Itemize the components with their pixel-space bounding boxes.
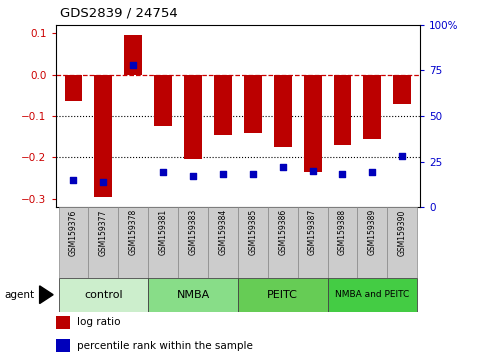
Text: NMBA: NMBA (176, 290, 210, 300)
Text: GSM159388: GSM159388 (338, 209, 347, 255)
Bar (327, 278, 417, 312)
Polygon shape (40, 286, 53, 304)
Point (369, 170, 376, 175)
Point (219, 171, 227, 177)
Bar (387, 207, 417, 278)
Text: PEITC: PEITC (267, 290, 298, 300)
Point (129, 62, 137, 68)
Text: GSM159389: GSM159389 (368, 209, 377, 256)
Bar (65, 74, 83, 102)
Text: control: control (84, 290, 123, 300)
Point (339, 171, 346, 177)
Text: GSM159376: GSM159376 (69, 209, 78, 256)
Text: agent: agent (5, 290, 35, 300)
Point (159, 170, 167, 175)
Bar (334, 74, 352, 145)
Point (70, 177, 77, 183)
Bar (148, 207, 178, 278)
Bar (58, 278, 148, 312)
Point (189, 173, 197, 179)
Point (309, 168, 316, 173)
Point (249, 171, 256, 177)
Point (398, 153, 406, 159)
Bar (274, 74, 292, 147)
Bar (238, 278, 327, 312)
Bar (357, 207, 387, 278)
Point (99, 179, 107, 184)
Text: NMBA and PEITC: NMBA and PEITC (335, 290, 410, 299)
Bar (56, 316, 70, 329)
Bar (208, 207, 238, 278)
Bar (118, 207, 148, 278)
Bar (94, 74, 113, 197)
Text: GSM159381: GSM159381 (158, 209, 168, 255)
Text: GSM159386: GSM159386 (278, 209, 287, 256)
Text: percentile rank within the sample: percentile rank within the sample (77, 341, 253, 350)
Text: GSM159390: GSM159390 (398, 209, 407, 256)
Text: log ratio: log ratio (77, 317, 121, 327)
Point (279, 164, 286, 170)
Bar (238, 207, 268, 278)
Bar (214, 74, 232, 135)
Bar (327, 207, 357, 278)
Bar (363, 74, 382, 139)
Bar (268, 207, 298, 278)
Bar (244, 74, 262, 132)
Text: GSM159385: GSM159385 (248, 209, 257, 256)
Bar (304, 74, 322, 172)
Text: GSM159378: GSM159378 (129, 209, 138, 256)
Bar (178, 207, 208, 278)
Bar (124, 35, 142, 74)
Bar (88, 207, 118, 278)
Text: GSM159377: GSM159377 (99, 209, 108, 256)
Bar (184, 74, 202, 159)
Bar (58, 207, 88, 278)
Bar (148, 278, 238, 312)
Text: GSM159384: GSM159384 (218, 209, 227, 256)
Bar (56, 339, 70, 352)
Text: GSM159387: GSM159387 (308, 209, 317, 256)
Text: GDS2839 / 24754: GDS2839 / 24754 (60, 6, 178, 19)
Bar (154, 74, 172, 126)
Bar (298, 207, 327, 278)
Text: GSM159383: GSM159383 (188, 209, 198, 256)
Bar (393, 74, 411, 103)
